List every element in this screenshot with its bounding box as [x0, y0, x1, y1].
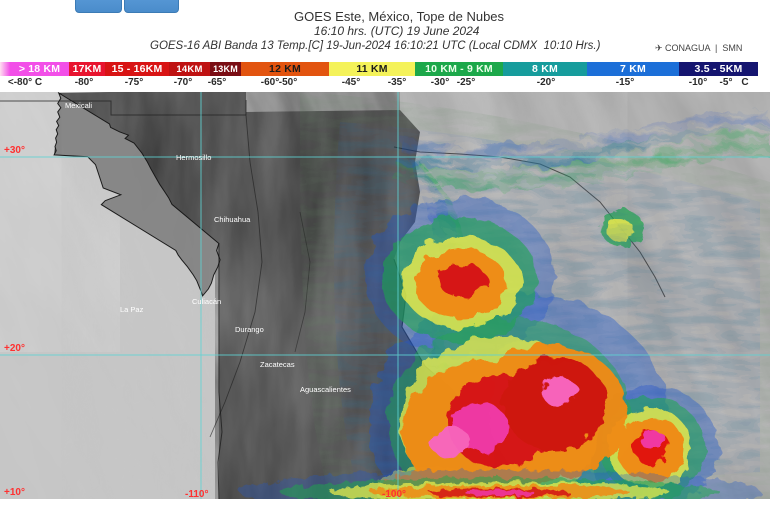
svg-text:La Paz: La Paz	[120, 305, 144, 314]
svg-text:Chihuahua: Chihuahua	[214, 215, 251, 224]
svg-text:-110°: -110°	[185, 489, 208, 499]
svg-text:+20°: +20°	[4, 343, 25, 354]
svg-text:+30°: +30°	[4, 145, 25, 156]
svg-text:+10°: +10°	[4, 487, 25, 498]
svg-text:Durango: Durango	[235, 325, 264, 334]
svg-text:Mexicali: Mexicali	[65, 101, 92, 110]
svg-text:Aguascalientes: Aguascalientes	[300, 385, 351, 394]
svg-text:Hermosillo: Hermosillo	[176, 153, 211, 162]
svg-text:Zacatecas: Zacatecas	[260, 360, 295, 369]
svg-text:Culiacán: Culiacán	[192, 297, 221, 306]
svg-text:-100°: -100°	[382, 489, 406, 499]
